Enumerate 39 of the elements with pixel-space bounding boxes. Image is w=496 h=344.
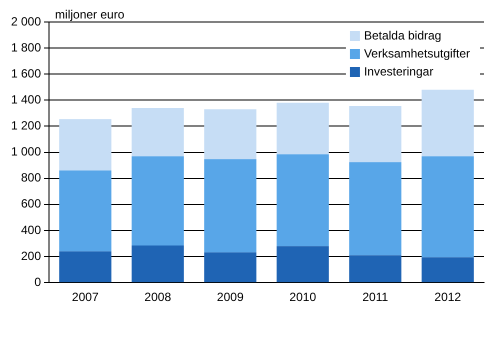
bar — [349, 106, 402, 162]
bar — [132, 108, 184, 156]
bar — [349, 162, 402, 256]
y-tick-label: 1 000 — [11, 144, 42, 159]
bar — [276, 246, 329, 282]
x-tick-label: 2010 — [289, 290, 316, 304]
x-tick-label: 2009 — [216, 290, 244, 304]
bar — [59, 119, 112, 171]
bar — [59, 251, 112, 282]
x-tick-label: 2011 — [362, 290, 388, 304]
bar — [422, 156, 474, 258]
bar — [204, 252, 256, 282]
bar — [276, 102, 329, 154]
y-tick-label: 1 400 — [11, 92, 42, 106]
legend-label: Investeringar — [364, 64, 434, 78]
x-tick-label: 2012 — [434, 290, 462, 304]
y-axis-title: miljoner euro — [55, 7, 125, 22]
x-tick-label: 2008 — [144, 290, 172, 304]
y-tick-label: 800 — [21, 170, 42, 185]
bar — [422, 257, 474, 282]
bar — [204, 109, 256, 160]
legend-label: Verksamhetsutgifter — [364, 46, 470, 60]
y-tick-label: 2 000 — [11, 14, 42, 28]
legend-label: Betalda bidrag — [364, 28, 442, 42]
x-tick-label: 2007 — [72, 290, 99, 304]
y-tick-label: 600 — [21, 196, 42, 211]
bar — [204, 159, 256, 252]
bar — [276, 154, 329, 246]
bar — [132, 245, 184, 282]
y-tick-label: 0 — [34, 274, 42, 289]
y-tick-label: 400 — [21, 222, 42, 237]
y-tick-label: 1 200 — [11, 118, 42, 133]
y-tick-label: 1 800 — [11, 40, 42, 54]
bar — [132, 156, 184, 246]
bar — [59, 170, 112, 252]
bar — [422, 90, 474, 156]
y-tick-label: 200 — [21, 248, 42, 263]
bar — [349, 255, 402, 282]
y-tick-label: 1 600 — [11, 66, 42, 80]
